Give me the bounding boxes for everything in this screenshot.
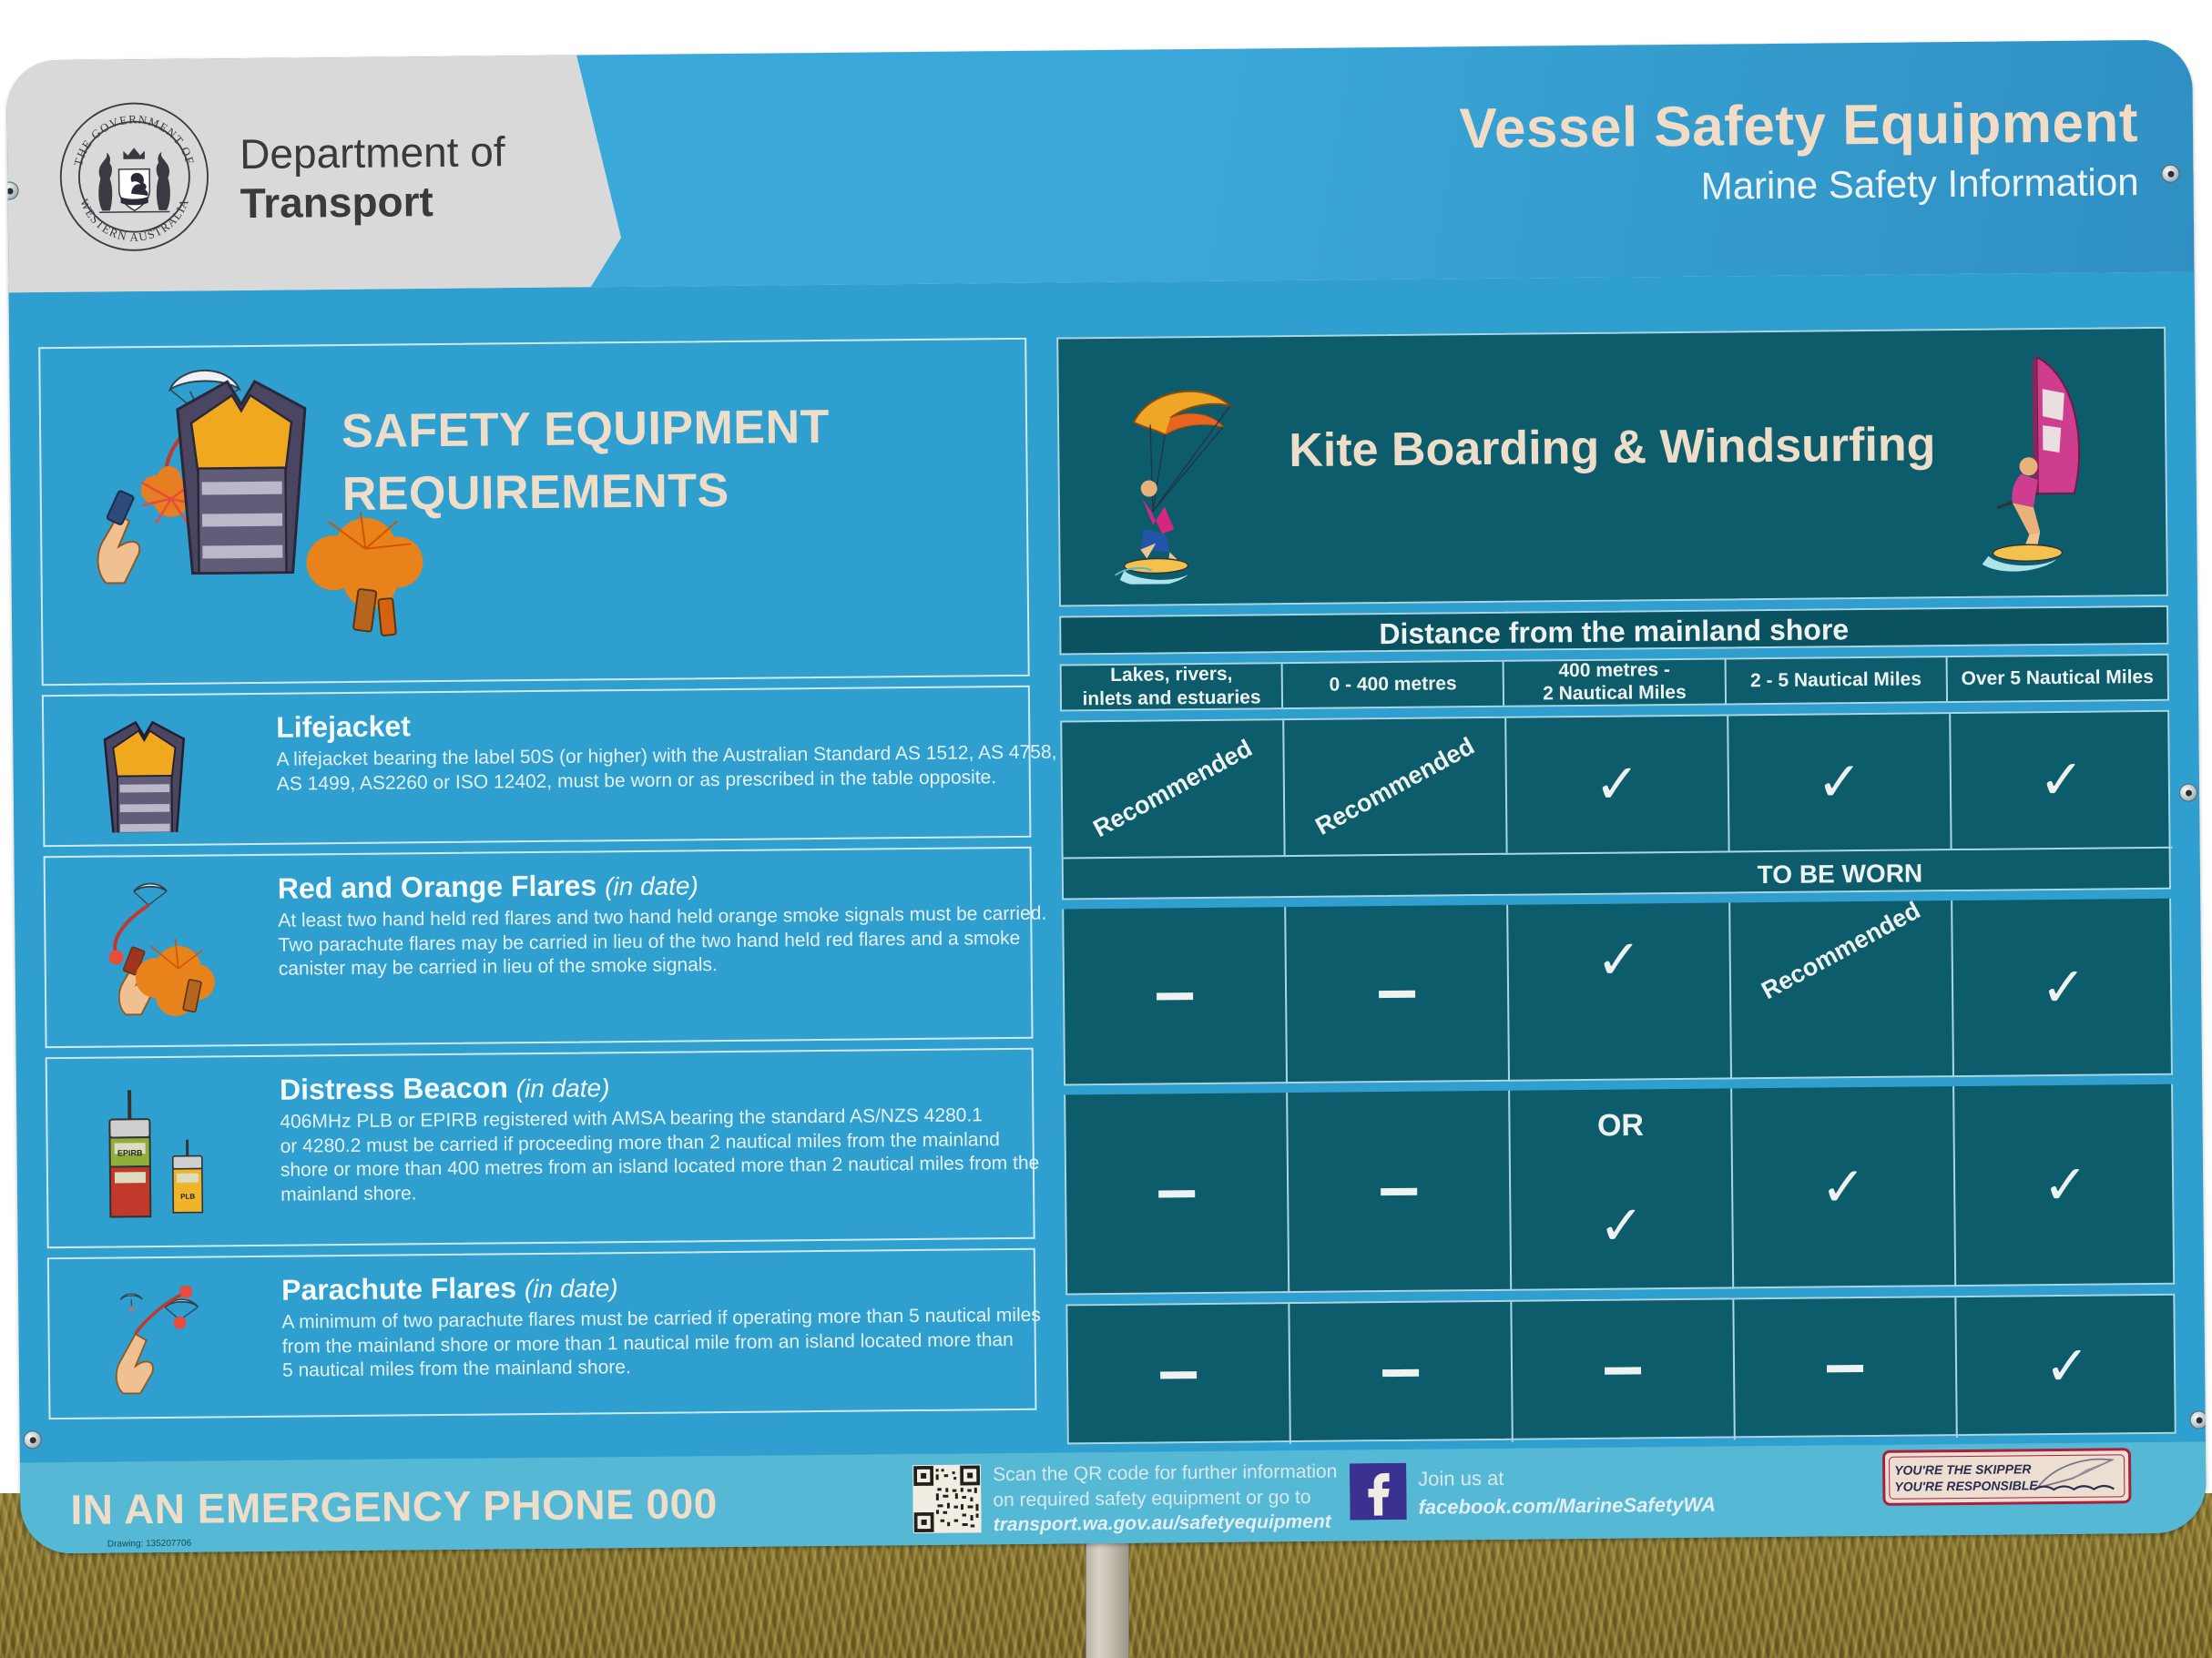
svg-text:EPIRB: EPIRB [117,1148,143,1157]
svg-text:THE GOVERNMENT OF: THE GOVERNMENT OF [70,112,197,168]
svg-text:PLB: PLB [180,1193,195,1201]
